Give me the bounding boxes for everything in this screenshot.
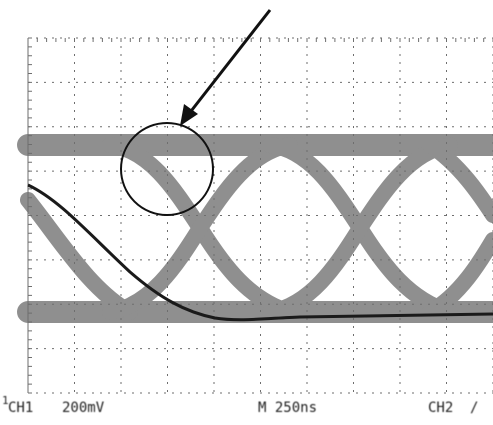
eye-transition [102,137,298,320]
annotation-arrowhead [180,104,198,126]
eye-diagram [17,134,493,323]
eye-transition [262,137,458,320]
timebase-readout: M 250ns [258,400,318,416]
annotation-circle [120,122,214,216]
ch1-label: CH1 [8,400,34,416]
eye-transition [422,232,493,320]
ch1-scale: 200mV [62,400,105,416]
ch2-label: CH2 [428,400,454,416]
eye-transition [422,137,493,223]
overlay-trace [27,183,493,322]
trigger-marker: 1 [2,394,9,407]
annotation-arrow-shaft [186,9,272,116]
ch2-suffix: / [470,400,479,416]
